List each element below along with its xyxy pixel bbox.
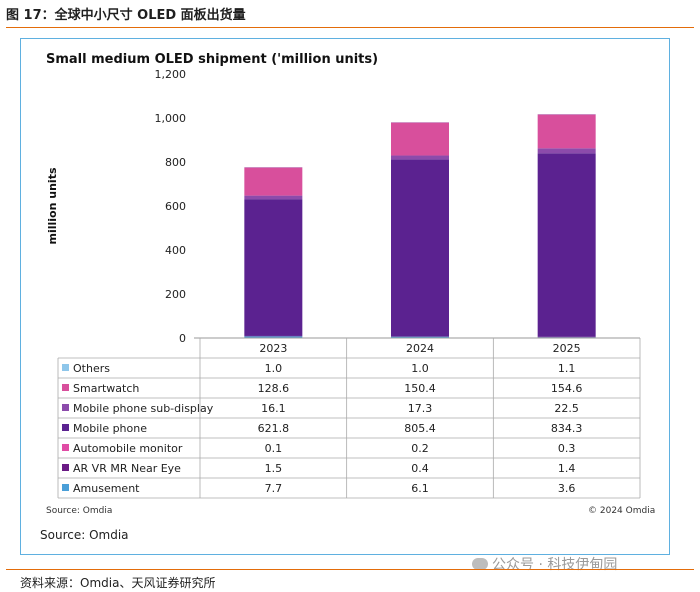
legend-label: Mobile phone — [73, 422, 147, 435]
bar-segment-smartwatch — [537, 114, 596, 149]
table-value: 621.8 — [258, 422, 290, 435]
legend-swatch — [62, 444, 69, 451]
chart-title: Small medium OLED shipment ('million uni… — [46, 52, 379, 67]
table-value: 0.1 — [265, 442, 283, 455]
bottom-divider — [6, 569, 694, 570]
x-tick-label: 2025 — [553, 342, 581, 355]
table-value: 1.0 — [265, 362, 283, 375]
y-axis-label: million units — [46, 167, 59, 244]
watermark-text: 公众号 · 科技伊甸园 — [492, 557, 618, 573]
y-tick-label: 0 — [179, 332, 186, 345]
table-value: 1.1 — [558, 362, 576, 375]
x-tick-label: 2023 — [259, 342, 287, 355]
legend-label: Mobile phone sub-display — [73, 402, 214, 415]
legend-label: Smartwatch — [73, 382, 139, 395]
y-tick-label: 800 — [165, 156, 186, 169]
y-tick-label: 1,200 — [155, 68, 187, 81]
figure-title: 图 17：全球中小尺寸 OLED 面板出货量 — [6, 8, 246, 23]
source-caption: Source: Omdia — [40, 528, 129, 542]
wechat-icon — [472, 558, 488, 570]
chart-frame — [20, 38, 670, 555]
bar-segment-smartwatch — [391, 122, 449, 156]
bar-segment-amusement — [391, 336, 449, 338]
legend-swatch — [62, 424, 69, 431]
top-divider — [6, 27, 694, 28]
table-value: 834.3 — [551, 422, 583, 435]
legend-swatch — [62, 404, 69, 411]
bar-segment-mobile-phone-sub-display — [537, 148, 596, 154]
bottom-source: 资料来源：Omdia、天风证券研究所 — [20, 576, 216, 590]
x-tick-label: 2024 — [406, 342, 434, 355]
bar-segment-mobile-phone — [244, 199, 303, 336]
copyright-note: © 2024 Omdia — [588, 506, 656, 516]
legend-label: Automobile monitor — [73, 442, 183, 455]
legend-swatch — [62, 364, 69, 371]
table-value: 16.1 — [261, 402, 286, 415]
legend-label: Others — [73, 362, 110, 375]
table-value: 150.4 — [404, 382, 436, 395]
legend-swatch — [62, 384, 69, 391]
y-tick-label: 600 — [165, 200, 186, 213]
table-value: 805.4 — [404, 422, 436, 435]
legend-label: Amusement — [73, 482, 140, 495]
legend-swatch — [62, 464, 69, 471]
table-value: 3.6 — [558, 482, 576, 495]
y-tick-label: 200 — [165, 288, 186, 301]
y-tick-label: 1,000 — [155, 112, 187, 125]
table-value: 154.6 — [551, 382, 583, 395]
table-value: 0.4 — [411, 462, 429, 475]
table-value: 7.7 — [265, 482, 283, 495]
table-value: 6.1 — [411, 482, 429, 495]
bar-segment-smartwatch — [244, 167, 303, 196]
bar-segment-mobile-phone-sub-display — [244, 195, 303, 200]
watermark: 公众号 · 科技伊甸园 — [472, 554, 617, 574]
table-value: 22.5 — [554, 402, 579, 415]
table-value: 128.6 — [258, 382, 290, 395]
bar-segment-amusement — [244, 336, 303, 338]
legend-label: AR VR MR Near Eye — [73, 462, 181, 475]
bar-segment-mobile-phone — [537, 153, 596, 337]
bar-segment-mobile-phone — [391, 159, 449, 337]
table-value: 0.2 — [411, 442, 429, 455]
table-value: 1.5 — [265, 462, 283, 475]
y-tick-label: 400 — [165, 244, 186, 257]
table-value: 17.3 — [408, 402, 433, 415]
bar-segment-mobile-phone-sub-display — [391, 155, 449, 160]
legend-swatch — [62, 484, 69, 491]
table-value: 0.3 — [558, 442, 576, 455]
table-value: 1.0 — [411, 362, 429, 375]
chart-source-note: Source: Omdia — [46, 506, 113, 516]
table-value: 1.4 — [558, 462, 576, 475]
